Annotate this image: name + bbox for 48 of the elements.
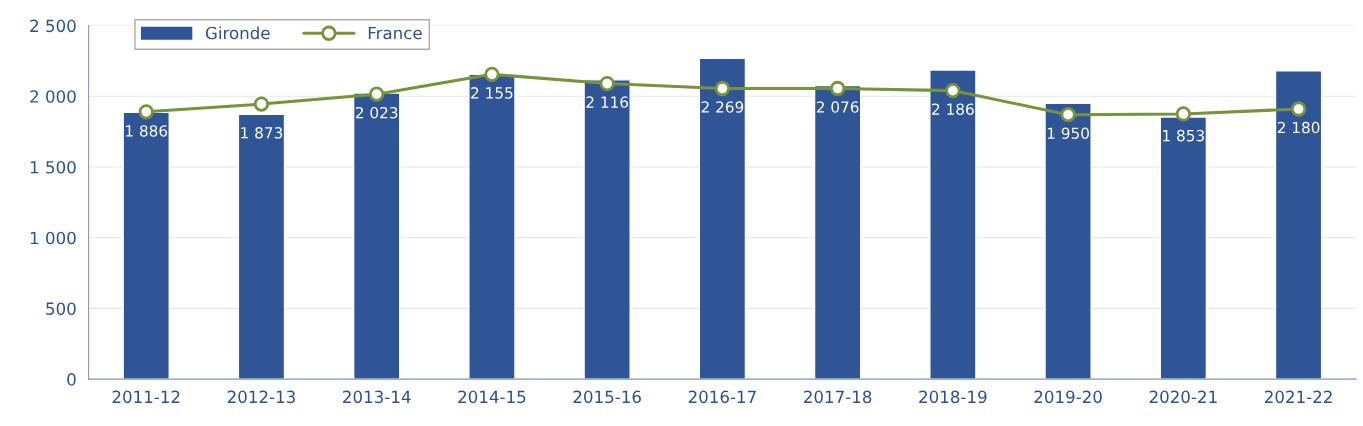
bar [813,84,862,380]
data-label: 1 853 [1163,129,1204,142]
y-tick-label: 2 000 [30,90,76,103]
x-tick-label: 2017-18 [804,390,872,404]
bar [929,69,977,380]
y-tick-label: 1 500 [30,160,76,174]
x-tick-label: 2016-17 [688,390,756,404]
legend-label: Gironde [205,26,270,40]
y-tick-label: 500 [46,302,76,315]
point [1175,106,1191,122]
y-tick-label: 1 000 [30,231,76,245]
bar [583,79,631,380]
y-tick-label: 0 [67,373,76,386]
bar [1274,70,1323,380]
point [369,86,385,102]
point [599,75,615,92]
point [1290,101,1307,117]
x-tick-label: 2018-19 [919,390,987,404]
legend-label: France [368,26,422,40]
point [253,96,270,112]
y-tick-label: 2 500 [30,19,76,33]
data-label: 2 180 [1277,121,1320,134]
data-label: 2 186 [932,103,974,115]
data-label: 2 076 [816,101,859,113]
point [484,66,500,82]
bar [698,57,747,380]
point [1060,107,1076,123]
data-label: 1 873 [241,127,283,139]
point [829,80,846,97]
bar [237,113,286,380]
x-tick-label: 2014-15 [458,390,526,404]
x-tick-label: 2019-20 [1034,390,1102,404]
data-label: 2 269 [701,101,744,113]
point [138,104,154,120]
x-tick-label: 2021-22 [1264,390,1332,404]
data-label: 1 886 [126,125,168,137]
data-label: 2 116 [586,96,629,108]
bar [1044,102,1092,380]
data-label: 2 023 [355,106,398,119]
data-label: 1 950 [1047,127,1089,139]
x-tick-label: 2020-21 [1149,390,1217,404]
x-tick-label: 2012-13 [227,390,295,404]
x-tick-label: 2013-14 [343,390,411,404]
x-tick-label: 2011-12 [112,390,180,404]
data-label: 2 155 [471,87,513,99]
point [945,82,961,99]
point [714,80,731,97]
x-tick-label: 2015-16 [573,390,641,404]
